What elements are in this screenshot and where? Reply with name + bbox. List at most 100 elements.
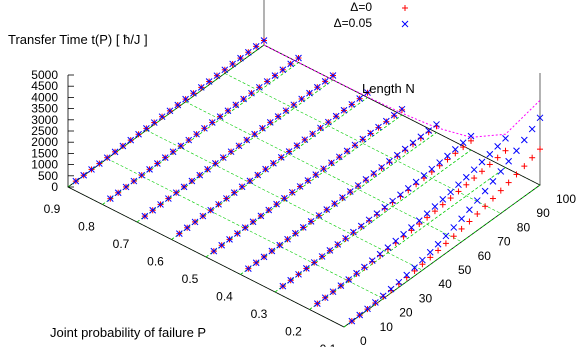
grid-line-n [146,129,423,271]
data-point-delta005 [190,89,197,97]
data-point-delta005 [161,154,169,161]
data-point-delta005 [343,147,351,155]
data-point-delta0 [482,203,489,210]
data-points-layer [72,37,544,325]
data-point-delta005 [279,282,287,290]
y-tick-label: 30 [419,291,433,305]
data-point-delta0 [409,141,416,148]
z-tick-label: 4500 [31,79,58,93]
x-tick-label: 0.1 [320,342,337,347]
data-point-delta005 [364,305,371,313]
data-point-delta005 [444,152,451,160]
data-point-delta005 [224,107,232,115]
data-point-delta005 [392,237,400,245]
data-point-delta005 [154,160,161,167]
axes-layer [67,0,541,328]
data-point-delta0 [458,225,465,232]
data-point-delta005 [207,206,215,214]
data-point-delta005 [284,235,291,243]
data-point-delta005 [321,78,329,85]
data-point-delta005 [450,224,458,231]
data-point-delta005 [143,125,150,132]
data-point-delta005 [326,247,334,254]
data-point-delta005 [180,183,188,191]
data-point-delta005 [520,136,528,144]
data-point-delta005 [505,157,512,165]
data-point-delta005 [281,194,288,202]
data-point-delta005 [166,107,174,115]
data-point-delta0 [486,161,493,168]
data-point-delta005 [208,119,216,126]
data-point-delta005 [88,166,95,173]
data-point-delta005 [122,183,130,191]
data-point-delta0 [416,221,423,228]
data-point-delta005 [287,276,295,284]
ylabel: Length N [362,81,415,96]
data-point-delta0 [452,150,459,157]
data-point-delta005 [379,292,387,300]
data-point-delta005 [282,107,290,115]
data-point-delta005 [141,212,149,220]
data-point-delta005 [423,210,431,217]
tick-labels-layer: 0500100015002000250030003500400045005000… [31,68,576,347]
data-point-delta005 [304,177,312,184]
z-tick-label: 500 [38,169,58,183]
data-point-delta005 [375,123,382,131]
data-point-delta005 [373,210,381,217]
data-point-delta0 [427,254,434,261]
data-point-delta0 [447,195,454,202]
data-point-delta005 [362,176,370,183]
data-point-delta005 [307,218,315,225]
data-point-delta005 [382,117,390,125]
data-point-delta005 [257,212,265,220]
data-point-delta005 [183,224,191,232]
data-point-delta005 [204,165,211,173]
data-point-delta0 [428,168,435,175]
data-point-delta005 [417,133,425,141]
data-point-delta005 [254,171,262,179]
data-point-delta005 [266,119,274,126]
data-point-delta005 [337,282,345,289]
legend-marker-x [401,20,409,28]
data-point-delta005 [219,154,227,161]
data-point-delta005 [433,121,440,128]
data-point-delta005 [497,168,505,175]
data-point-delta005 [265,206,273,214]
data-point-delta005 [408,224,415,231]
data-point-delta005 [339,194,346,201]
data-point-delta005 [354,182,362,189]
data-point-delta005 [359,135,367,143]
data-point-delta005 [252,43,260,50]
data-point-delta005 [191,218,199,226]
y-tick-label: 70 [497,235,511,249]
data-point-delta005 [174,101,182,109]
data-point-delta005 [299,223,307,231]
y-tick-label: 50 [458,263,472,277]
data-point-delta005 [72,177,80,185]
data-point-delta005 [188,177,196,185]
data-point-delta005 [298,95,305,103]
data-point-delta005 [393,151,401,159]
data-point-delta0 [494,154,501,161]
data-point-delta005 [210,247,218,255]
data-point-delta005 [389,197,396,205]
x-tick-label: 0.5 [182,272,199,286]
grid-line-n [107,158,384,299]
x-tick-label: 0.7 [113,237,130,251]
data-point-delta005 [251,130,258,138]
z-tick-label: 1000 [31,158,58,172]
data-point-delta005 [185,136,193,144]
data-point-delta005 [196,171,204,179]
data-point-delta0 [529,154,536,161]
data-point-delta0 [478,168,485,175]
data-point-delta0 [474,210,481,217]
data-point-delta005 [252,259,260,267]
data-point-delta005 [103,154,111,162]
data-point-delta005 [367,129,374,137]
legend-marker-delta005 [401,20,409,28]
data-point-delta005 [215,200,222,208]
data-point-delta0 [431,208,438,215]
data-point-delta005 [175,230,183,237]
data-point-delta0 [402,147,409,154]
y-tick-label: 10 [380,320,394,334]
